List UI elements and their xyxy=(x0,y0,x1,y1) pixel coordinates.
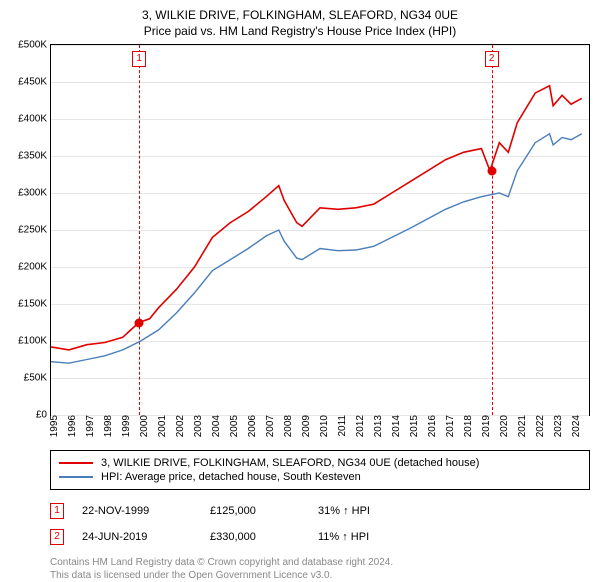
x-axis-label: 2001 xyxy=(155,415,168,437)
x-axis-label: 2016 xyxy=(425,415,438,437)
x-axis-label: 2000 xyxy=(137,415,150,437)
event-row: 2 24-JUN-2019 £330,000 11% ↑ HPI xyxy=(50,524,590,550)
x-axis-label: 2022 xyxy=(533,415,546,437)
y-axis-label: £400K xyxy=(18,114,51,125)
x-axis-label: 2020 xyxy=(497,415,510,437)
chart-subtitle: Price paid vs. HM Land Registry's House … xyxy=(0,22,600,44)
x-axis-label: 2002 xyxy=(173,415,186,437)
chart-legend: 3, WILKIE DRIVE, FOLKINGHAM, SLEAFORD, N… xyxy=(50,450,590,490)
legend-swatch xyxy=(59,462,93,464)
y-axis-label: £450K xyxy=(18,77,51,88)
y-axis-label: £150K xyxy=(18,299,51,310)
legend-swatch xyxy=(59,476,93,478)
attribution-line: Contains HM Land Registry data © Crown c… xyxy=(50,556,590,569)
y-axis-label: £50K xyxy=(24,373,51,384)
event-price: £125,000 xyxy=(210,505,300,517)
x-axis-label: 1997 xyxy=(83,415,96,437)
x-axis-label: 1995 xyxy=(47,415,60,437)
y-axis-label: £250K xyxy=(18,225,51,236)
y-axis-label: £350K xyxy=(18,151,51,162)
x-axis-label: 2005 xyxy=(227,415,240,437)
y-axis-label: £200K xyxy=(18,262,51,273)
chart-plot-area: £0£50K£100K£150K£200K£250K£300K£350K£400… xyxy=(50,44,590,416)
x-axis-label: 2021 xyxy=(515,415,528,437)
event-date: 24-JUN-2019 xyxy=(82,531,192,543)
event-price: £330,000 xyxy=(210,531,300,543)
x-axis-label: 2007 xyxy=(263,415,276,437)
x-axis-label: 1998 xyxy=(101,415,114,437)
x-axis-label: 2010 xyxy=(317,415,330,437)
x-axis-label: 2018 xyxy=(461,415,474,437)
x-axis-label: 2011 xyxy=(335,415,348,437)
x-axis-label: 2024 xyxy=(569,415,582,437)
legend-item: 3, WILKIE DRIVE, FOLKINGHAM, SLEAFORD, N… xyxy=(59,456,581,470)
legend-label: 3, WILKIE DRIVE, FOLKINGHAM, SLEAFORD, N… xyxy=(101,457,479,469)
x-axis-label: 2004 xyxy=(209,415,222,437)
attribution-line: This data is licensed under the Open Gov… xyxy=(50,569,590,582)
series-line xyxy=(51,134,582,363)
series-line xyxy=(51,86,582,350)
event-pct: 11% ↑ HPI xyxy=(318,531,428,543)
y-axis-label: £500K xyxy=(18,40,51,51)
chart-title: 3, WILKIE DRIVE, FOLKINGHAM, SLEAFORD, N… xyxy=(0,0,600,22)
event-date: 22-NOV-1999 xyxy=(82,505,192,517)
event-pct: 31% ↑ HPI xyxy=(318,505,428,517)
event-index-box: 2 xyxy=(50,529,64,545)
x-axis-label: 2013 xyxy=(371,415,384,437)
x-axis-label: 2019 xyxy=(479,415,492,437)
x-axis-label: 2003 xyxy=(191,415,204,437)
legend-item: HPI: Average price, detached house, Sout… xyxy=(59,470,581,484)
y-axis-label: £300K xyxy=(18,188,51,199)
event-index-box: 1 xyxy=(50,503,64,519)
x-axis-label: 2015 xyxy=(407,415,420,437)
event-table: 1 22-NOV-1999 £125,000 31% ↑ HPI 2 24-JUN-201… xyxy=(50,498,590,550)
legend-label: HPI: Average price, detached house, Sout… xyxy=(101,471,361,483)
x-axis-label: 2023 xyxy=(551,415,564,437)
y-axis-label: £100K xyxy=(18,336,51,347)
x-axis-label: 2009 xyxy=(299,415,312,437)
x-axis-label: 2006 xyxy=(245,415,258,437)
x-axis-label: 2008 xyxy=(281,415,294,437)
x-axis-label: 2017 xyxy=(443,415,456,437)
x-axis-label: 1999 xyxy=(119,415,132,437)
x-axis-label: 2012 xyxy=(353,415,366,437)
chart-lines xyxy=(51,45,589,415)
event-row: 1 22-NOV-1999 £125,000 31% ↑ HPI xyxy=(50,498,590,524)
x-axis-label: 2014 xyxy=(389,415,402,437)
x-axis-label: 1996 xyxy=(65,415,78,437)
